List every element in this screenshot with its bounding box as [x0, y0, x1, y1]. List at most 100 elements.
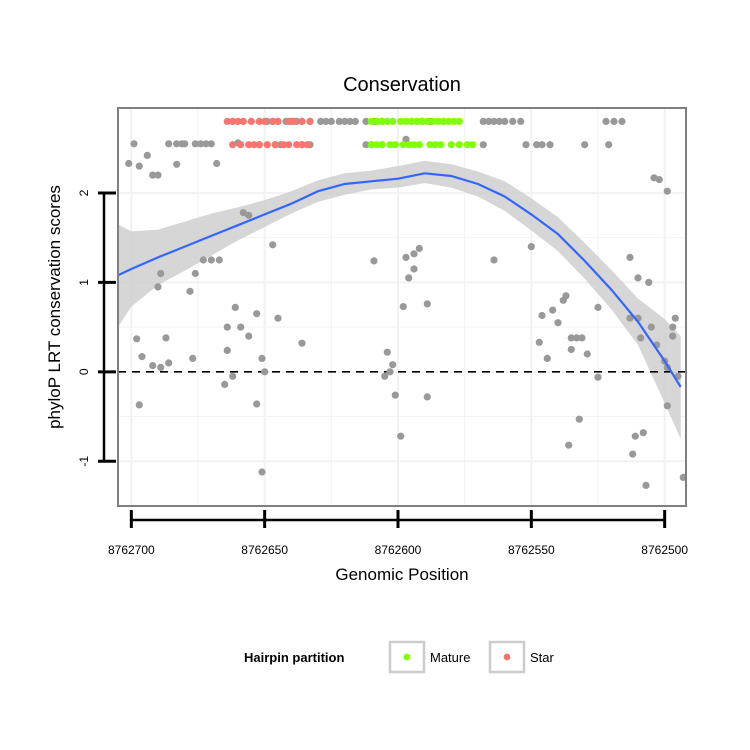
- point-mature: [426, 141, 434, 149]
- point-star: [290, 117, 298, 125]
- point-mature: [439, 117, 447, 125]
- point-star: [303, 141, 311, 149]
- point-other: [410, 250, 418, 258]
- point-star: [285, 141, 293, 149]
- point-other: [423, 393, 431, 401]
- point-other: [322, 117, 330, 125]
- point-star: [229, 117, 237, 125]
- point-other: [207, 140, 215, 148]
- chart-title: Conservation: [343, 74, 461, 96]
- point-other: [223, 346, 231, 354]
- point-mature: [413, 117, 421, 125]
- point-other: [370, 257, 378, 265]
- point-other: [239, 209, 247, 217]
- point-other: [501, 117, 509, 125]
- point-star: [234, 117, 242, 125]
- point-other: [189, 354, 197, 362]
- y-axis: -1 0 1 2: [77, 189, 116, 467]
- point-star: [263, 141, 271, 149]
- y-tick-label: -1: [77, 456, 91, 467]
- point-other: [317, 117, 325, 125]
- point-other: [383, 348, 391, 356]
- point-other: [135, 162, 143, 170]
- point-other: [495, 117, 503, 125]
- point-mature: [373, 117, 381, 125]
- point-mature: [367, 117, 375, 125]
- point-other: [402, 253, 410, 261]
- point-other: [490, 256, 498, 264]
- point-other: [535, 338, 543, 346]
- point-star: [239, 117, 247, 125]
- point-other: [522, 141, 530, 149]
- point-other: [197, 140, 205, 148]
- point-other: [669, 323, 677, 331]
- point-star: [298, 117, 306, 125]
- legend: Hairpin partition Mature Star: [244, 640, 555, 674]
- point-other: [229, 372, 237, 380]
- point-other: [258, 468, 266, 476]
- point-other: [149, 362, 157, 370]
- point-other: [479, 117, 487, 125]
- point-mature: [399, 141, 407, 149]
- point-other: [207, 256, 215, 264]
- point-other: [567, 345, 575, 354]
- point-star: [255, 117, 263, 125]
- y-tick-label: 1: [77, 279, 91, 286]
- point-other: [618, 117, 626, 125]
- point-other: [221, 380, 229, 388]
- point-mature: [391, 141, 399, 149]
- point-other: [399, 303, 407, 311]
- point-other: [543, 354, 551, 362]
- point-other: [415, 244, 423, 252]
- point-star: [223, 117, 231, 125]
- point-other: [581, 141, 589, 149]
- point-star: [245, 141, 253, 149]
- point-mature: [431, 141, 439, 149]
- point-mature: [386, 141, 394, 149]
- point-mature: [455, 141, 463, 149]
- point-other: [565, 441, 573, 449]
- point-other: [223, 323, 231, 331]
- point-star: [271, 141, 279, 149]
- legend-title: Hairpin partition: [244, 650, 344, 665]
- point-other: [663, 187, 671, 195]
- y-tick-label: 2: [77, 189, 91, 196]
- point-other: [645, 278, 653, 286]
- panel-border: [117, 107, 687, 507]
- x-tick-label: 8762550: [508, 543, 555, 557]
- point-other: [298, 339, 306, 347]
- point-other: [634, 274, 642, 282]
- point-other: [258, 354, 266, 362]
- point-other: [485, 117, 493, 125]
- point-mature: [437, 141, 445, 149]
- point-other: [386, 368, 394, 376]
- point-star: [293, 141, 301, 149]
- data-points: [125, 117, 687, 489]
- point-mature: [469, 141, 477, 149]
- point-other: [573, 334, 581, 342]
- x-tick-label: 8762700: [108, 543, 155, 557]
- point-mature: [434, 117, 442, 125]
- x-tick-label: 8762500: [641, 543, 688, 557]
- legend-star-marker: [503, 653, 511, 661]
- point-other: [138, 353, 146, 361]
- point-other: [154, 171, 162, 179]
- point-other: [533, 141, 541, 149]
- point-mature: [447, 141, 455, 149]
- point-mature: [383, 117, 391, 125]
- point-other: [549, 306, 557, 314]
- point-star: [306, 117, 314, 125]
- legend-label-mature: Mature: [430, 650, 470, 665]
- point-star: [274, 117, 282, 125]
- point-other: [341, 117, 349, 125]
- point-star: [269, 117, 277, 125]
- point-other: [538, 141, 546, 149]
- point-other: [269, 241, 277, 249]
- point-other: [253, 400, 261, 408]
- point-other: [517, 117, 525, 125]
- point-star: [250, 141, 258, 149]
- x-tick-label: 8762650: [241, 543, 288, 557]
- point-mature: [378, 141, 386, 149]
- point-other: [575, 415, 583, 423]
